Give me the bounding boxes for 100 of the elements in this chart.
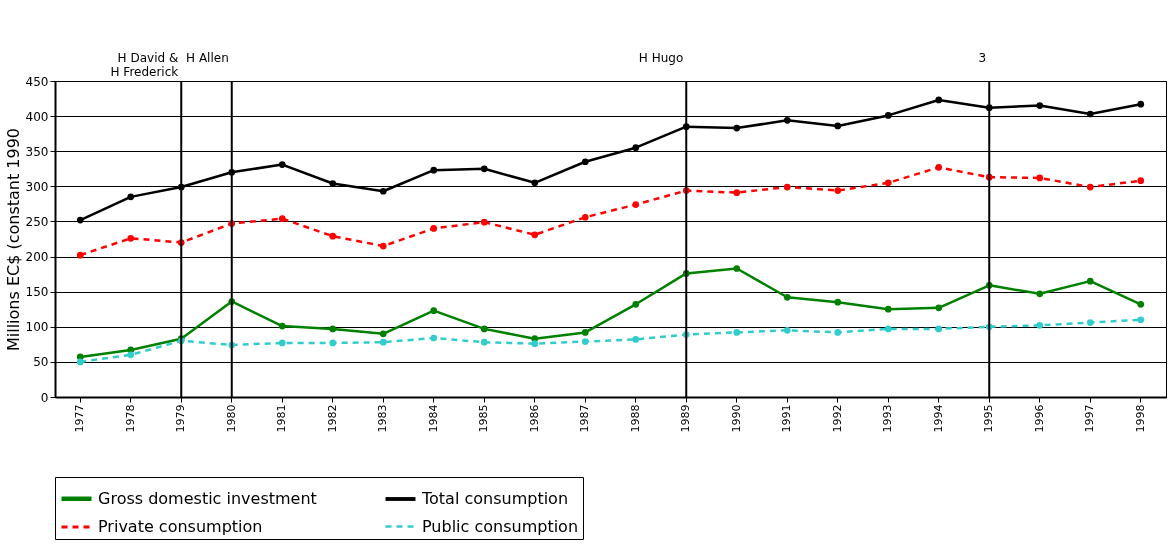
point (632, 336, 640, 343)
x-tick-label: 1989 (679, 404, 693, 433)
point (430, 307, 438, 314)
point (1086, 277, 1094, 285)
point (632, 201, 640, 208)
point (379, 242, 387, 250)
point (783, 183, 791, 191)
x-tick-label: 1978 (123, 404, 137, 433)
y-tick-label: 100 (25, 320, 49, 335)
point (278, 161, 286, 168)
point (329, 180, 337, 187)
point (733, 265, 741, 272)
x-tick-label: 1996 (1032, 404, 1046, 433)
point (783, 293, 791, 301)
point (632, 300, 640, 308)
x-tick-label: 1990 (729, 404, 743, 433)
point (278, 339, 286, 347)
x-tick-label: 1977 (73, 404, 87, 433)
point (632, 144, 640, 152)
point (278, 215, 286, 222)
point (884, 325, 892, 333)
x-tick-label: 1979 (174, 404, 188, 433)
point (733, 329, 741, 336)
ref-line-label: H Allen (186, 51, 229, 65)
x-tick-label: 1983 (376, 404, 390, 433)
x-tick-label: 1993 (881, 404, 895, 433)
x-tick-label: 1995 (982, 404, 996, 433)
x-tick-label: 1985 (477, 404, 491, 433)
point (1137, 177, 1145, 185)
point (278, 322, 286, 330)
point (884, 112, 892, 119)
point (1137, 316, 1145, 324)
legend-label: Public consumption (422, 516, 579, 536)
y-tick-label: 0 (40, 390, 49, 405)
point (1086, 183, 1094, 191)
point (127, 351, 135, 359)
point (581, 338, 589, 345)
legend-label: Gross domestic investment (98, 488, 317, 508)
point (884, 179, 892, 187)
point (430, 225, 438, 232)
point (783, 116, 791, 124)
point (581, 329, 589, 336)
point (430, 334, 438, 342)
y-tick-label: 350 (25, 144, 49, 159)
y-tick-label: 400 (25, 109, 49, 124)
point (379, 338, 387, 346)
point (733, 124, 741, 132)
point (935, 164, 943, 171)
x-tick-label: 1984 (426, 404, 440, 433)
point (733, 189, 741, 196)
point (935, 325, 943, 333)
point (76, 216, 84, 224)
legend-label: Total consumption (421, 489, 569, 508)
point (480, 218, 488, 226)
point (379, 330, 387, 338)
point (1036, 290, 1044, 298)
y-tick-label: 50 (33, 355, 49, 370)
point (76, 358, 84, 366)
x-tick-label: 1994 (931, 404, 945, 433)
point (1137, 100, 1145, 108)
point (329, 325, 337, 333)
point (1036, 102, 1044, 109)
point (480, 325, 488, 333)
x-tick-label: 1992 (830, 404, 844, 433)
point (127, 234, 135, 242)
point (884, 305, 892, 313)
point (834, 122, 842, 130)
point (379, 187, 387, 195)
x-tick-label: 1998 (1133, 404, 1147, 433)
point (1137, 300, 1145, 308)
x-tick-label: 1997 (1083, 404, 1097, 433)
point (834, 298, 842, 306)
ref-line-label: 3 (978, 51, 987, 65)
x-tick-label: 1982 (325, 404, 339, 433)
point (531, 179, 539, 187)
ref-line-label: H David & H Frederick (110, 51, 179, 79)
point (531, 340, 539, 347)
x-tick-label: 1986 (527, 404, 541, 433)
point (581, 213, 589, 221)
ref-line-label: H Hugo (638, 51, 684, 65)
y-tick-label: 150 (25, 285, 49, 300)
point (1036, 174, 1044, 182)
point (1086, 110, 1094, 118)
y-axis-title: Millions EC$ (constant 1990 (3, 127, 23, 352)
point (127, 193, 135, 201)
point (783, 326, 791, 334)
y-tick-label: 450 (25, 74, 49, 89)
point (76, 251, 84, 259)
point (935, 304, 943, 312)
x-tick-label: 1981 (275, 404, 289, 433)
legend-label: Private consumption (98, 517, 263, 536)
point (480, 338, 488, 346)
x-tick-label: 1988 (628, 404, 642, 433)
x-tick-label: 1980 (224, 404, 238, 433)
point (480, 165, 488, 173)
point (531, 231, 539, 239)
x-tick-label: 1991 (780, 404, 794, 433)
y-tick-label: 250 (25, 214, 49, 229)
point (329, 339, 337, 347)
point (1036, 322, 1044, 329)
